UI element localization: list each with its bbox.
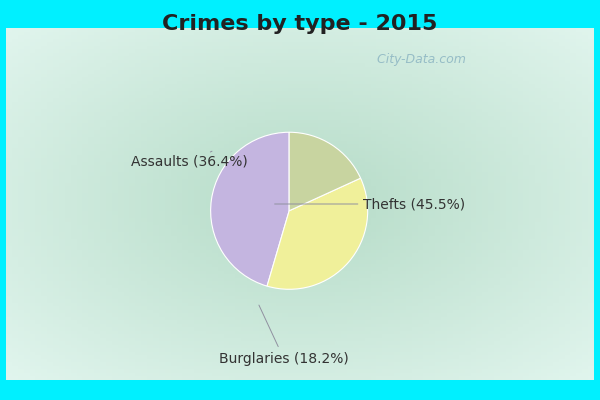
Wedge shape <box>289 132 361 211</box>
Text: Crimes by type - 2015: Crimes by type - 2015 <box>163 14 437 34</box>
Text: Burglaries (18.2%): Burglaries (18.2%) <box>219 305 349 366</box>
Wedge shape <box>267 178 368 289</box>
Text: City-Data.com: City-Data.com <box>368 53 466 66</box>
Text: Thefts (45.5%): Thefts (45.5%) <box>275 197 466 211</box>
Wedge shape <box>211 132 289 286</box>
Text: Assaults (36.4%): Assaults (36.4%) <box>131 151 248 169</box>
